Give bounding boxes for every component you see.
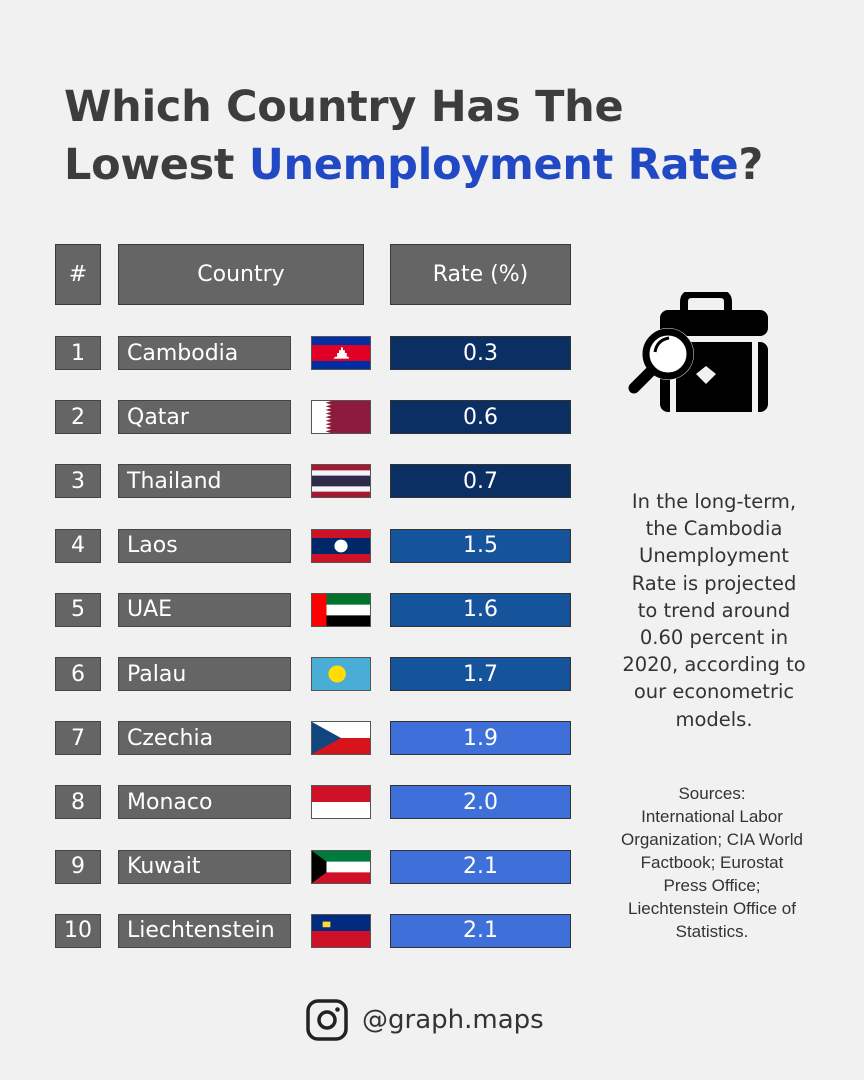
rate-cell: 2.1	[390, 913, 571, 948]
projection-note: In the long-term, the Cambodia Unemploymen…	[598, 488, 830, 733]
country-cell: Kuwait	[118, 849, 291, 884]
note-line: In the long-term,	[631, 490, 797, 513]
country-cell: Thailand	[118, 464, 291, 499]
briefcase-search-icon	[626, 290, 772, 420]
country-cell: Laos	[118, 528, 291, 563]
czechia-flag-icon	[311, 721, 371, 756]
sources-line: Press Office;	[663, 876, 761, 895]
rate-cell: 0.3	[390, 336, 571, 370]
handle-text: @graph.maps	[362, 1005, 544, 1035]
note-line: Rate is projected	[631, 571, 797, 595]
kuwait-flag-icon	[311, 849, 371, 884]
instagram-icon	[306, 999, 348, 1041]
sources-line: International Labor	[641, 807, 783, 826]
sources-line: Organization; CIA World	[620, 830, 804, 849]
table-row: 10 Liechtenstein 2.1	[0, 913, 864, 948]
country-cell: Czechia	[118, 721, 291, 756]
liechtenstein-flag-icon	[311, 913, 371, 948]
header-country: Country	[118, 244, 364, 305]
page-title: Which Country Has The Lowest Unemploymen…	[64, 78, 824, 194]
country-cell: Palau	[118, 657, 291, 691]
sources-line: Liechtenstein Office of	[628, 899, 796, 918]
table-row: 1 Cambodia 0.3	[0, 336, 864, 370]
title-end: ?	[738, 140, 763, 190]
header-rate: Rate (%)	[390, 244, 571, 305]
table-row: 6 Palau 1.7	[0, 657, 864, 691]
country-cell: UAE	[118, 592, 291, 627]
rate-cell: 1.9	[390, 721, 571, 756]
laos-flag-icon	[311, 528, 371, 563]
note-line: our econometric	[633, 680, 795, 704]
rank-cell: 2	[55, 400, 101, 435]
rate-cell: 1.5	[390, 528, 571, 563]
note-line: the Cambodia	[645, 517, 783, 541]
title-line-2: Lowest Unemployment Rate?	[64, 136, 824, 194]
country-cell: Qatar	[118, 400, 291, 435]
table-row: 4 Laos 1.5	[0, 528, 864, 563]
note-line: models.	[675, 707, 753, 731]
note-line: Unemployment	[639, 544, 789, 568]
header-rank: #	[55, 244, 101, 305]
note-line: 2020, according to	[622, 653, 806, 677]
title-line-1: Which Country Has The	[64, 82, 624, 132]
rank-cell: 9	[55, 849, 101, 884]
cambodia-flag-icon	[311, 336, 371, 370]
table-row: 7 Czechia 1.9	[0, 721, 864, 756]
country-cell: Monaco	[118, 785, 291, 820]
sources-line: Factbook; Eurostat	[640, 853, 784, 872]
footer-handle[interactable]: @graph.maps	[306, 999, 544, 1041]
rank-cell: 8	[55, 785, 101, 820]
sources-line: Sources:	[678, 784, 746, 803]
rank-cell: 10	[55, 913, 101, 948]
note-line: 0.60 percent in	[639, 626, 789, 650]
country-cell: Liechtenstein	[118, 913, 291, 948]
palau-flag-icon	[311, 657, 371, 691]
rank-cell: 7	[55, 721, 101, 756]
title-plain: Lowest	[64, 140, 249, 190]
thailand-flag-icon	[311, 464, 371, 499]
table-row: 2 Qatar 0.6	[0, 400, 864, 435]
monaco-flag-icon	[311, 785, 371, 820]
title-accent: Unemployment Rate	[248, 140, 739, 190]
table-row: 9 Kuwait 2.1	[0, 849, 864, 884]
rate-cell: 0.6	[390, 400, 571, 435]
table-row: 3 Thailand 0.7	[0, 464, 864, 499]
sources-text: Sources: International Labor Organization;…	[596, 782, 828, 943]
table-row: 5 UAE 1.6	[0, 592, 864, 627]
rank-cell: 4	[55, 528, 101, 563]
rank-cell: 5	[55, 592, 101, 627]
rank-cell: 3	[55, 464, 101, 499]
country-cell: Cambodia	[118, 336, 291, 370]
rate-cell: 1.6	[390, 592, 571, 627]
note-line: to trend around	[637, 598, 791, 622]
rate-cell: 2.1	[390, 849, 571, 884]
rate-cell: 1.7	[390, 657, 571, 691]
uae-flag-icon	[311, 592, 371, 627]
table-row: 8 Monaco 2.0	[0, 785, 864, 820]
rank-cell: 6	[55, 657, 101, 691]
rank-cell: 1	[55, 336, 101, 370]
qatar-flag-icon	[311, 400, 371, 435]
rate-cell: 2.0	[390, 785, 571, 820]
rate-cell: 0.7	[390, 464, 571, 499]
sources-line: Statistics.	[675, 922, 749, 941]
